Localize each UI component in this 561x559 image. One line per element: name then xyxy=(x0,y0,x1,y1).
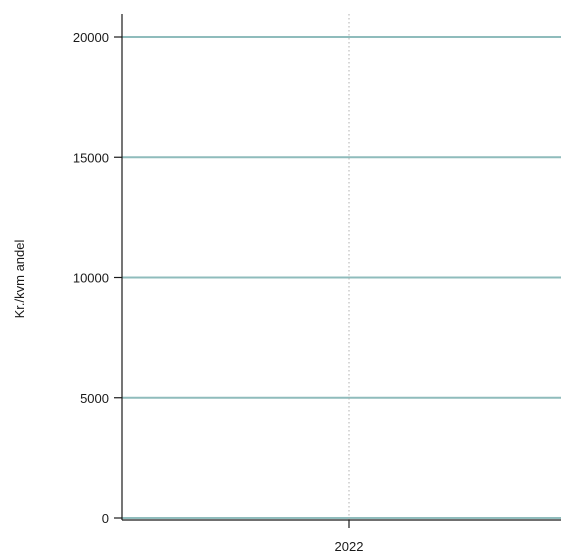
axes xyxy=(121,14,561,521)
y-tick-label: 20000 xyxy=(73,30,109,45)
y-axis-title: Kr./kvm andel xyxy=(12,240,27,319)
y-tick-label: 10000 xyxy=(73,271,109,286)
y-tick-label: 5000 xyxy=(80,391,109,406)
y-tick-label: 0 xyxy=(102,511,109,526)
y-axis-ticks: 0 5000 10000 15000 20000 xyxy=(73,30,122,526)
y-gridlines xyxy=(122,36,561,519)
x-axis-ticks: 2022 xyxy=(335,520,364,554)
y-tick-label: 15000 xyxy=(73,150,109,165)
x-tick-label: 2022 xyxy=(335,539,364,554)
